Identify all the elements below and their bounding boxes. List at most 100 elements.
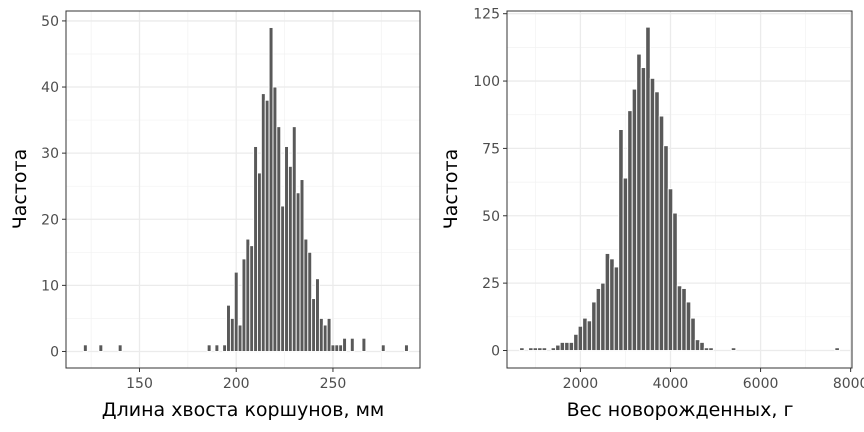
y-tick-label: 0 [50,344,59,360]
panel-border [506,10,853,369]
x-tick-label: 150 [126,376,153,392]
histogram-bar [330,344,336,352]
histogram-bar [214,344,220,352]
histogram-bar [280,205,286,352]
histogram-bar [627,110,633,351]
y-tick-label: 75 [482,141,500,157]
histogram-bar [694,339,701,351]
tail-length-histogram: 150 200 250 0 10 20 30 40 50 Длина хвоста коршуно… [9,10,421,421]
y-tick-label: 40 [41,80,59,96]
y-tick-label: 0 [491,343,500,359]
histogram-bar [582,317,588,351]
y-tick-label: 20 [41,212,59,228]
y-tick-label: 125 [473,7,500,23]
histogram-bar [609,258,615,351]
histogram-bar [233,271,239,352]
x-tick-label: 250 [320,376,347,392]
histogram-bar [303,238,309,352]
histogram-bar [640,67,647,351]
histogram-bar [229,317,235,352]
histogram-bar [636,53,642,351]
histogram-bar [645,26,651,351]
histogram-bar [295,192,301,352]
histogram-bar [564,341,570,351]
histogram-bar [595,288,602,351]
y-tick-label: 50 [482,209,500,225]
x-tick-label: 200 [223,376,250,392]
histogram-bar [245,238,251,352]
histogram-bar [291,126,297,352]
histogram-bar [600,282,606,351]
histogram-bar [334,344,340,352]
histogram-bar [681,288,687,351]
histogram-bar [237,324,243,352]
histogram-bar [577,325,584,351]
y-tick-label: 25 [482,276,500,292]
histogram-bar [260,93,266,352]
histogram-bar [226,304,231,352]
histogram-bar [568,341,575,351]
histogram-bar [338,344,344,352]
y-tick-label: 10 [41,278,59,294]
histogram-bar [249,245,255,352]
histogram-bar [541,347,548,351]
histogram-bar [322,324,328,352]
histogram-bar [404,344,409,352]
histogram-bar [299,179,305,352]
histogram-bar [537,347,543,351]
histogram-bar [631,88,638,351]
histogram-bar [519,347,525,351]
histogram-bar [276,126,282,352]
histogram-bar [241,258,247,352]
histogram-bar [676,285,683,351]
histogram-bar [532,347,539,351]
histogram-bar [349,337,355,352]
histogram-bar [288,165,293,352]
histogram-bar [618,129,624,351]
histogram-bar [380,344,386,352]
histogram-bar [318,317,324,352]
y-axis-title: Частота [9,149,31,230]
histogram-bar [326,317,332,352]
histogram-bar [272,86,278,352]
histogram-bar [703,347,710,351]
histogram-bar [690,317,696,351]
y-tick-label: 100 [473,74,500,90]
histogram-bar [311,298,316,352]
y-axis-title: Частота [440,149,462,230]
histogram-bar [315,278,320,352]
x-tick-label: 6000 [743,376,779,392]
histogram-bar [622,177,629,351]
histogram-bar [342,337,347,352]
histogram-bar [613,266,620,351]
histogram-bar [649,77,656,351]
y-tick-label: 30 [41,146,59,162]
histogram-bar [307,251,313,352]
histogram-bar [685,301,692,351]
histogram-bar [555,344,561,351]
histogram-bar [663,145,669,351]
histogram-bar [206,344,212,352]
histogram-bar [264,99,270,352]
histogram-bar [284,146,289,352]
histogram-bar [550,347,557,351]
histogram-bar [667,188,674,351]
panel-border [65,10,421,369]
histogram-bar [586,320,593,351]
x-axis-title: Вес новорожденных, г [567,399,794,421]
histogram-bar [654,91,660,351]
y-tick-label: 50 [41,14,59,30]
histogram-bar [591,301,597,351]
histogram-bar [257,172,262,352]
histogram-bar [117,344,123,352]
histogram-bar [834,347,840,351]
histogram-bar [604,253,611,351]
histogram-bar [361,337,367,352]
histogram-bar [98,344,104,352]
histogram-bar [82,344,88,352]
histogram-bar [528,347,534,351]
x-axis-title: Длина хвоста коршунов, мм [102,399,385,421]
